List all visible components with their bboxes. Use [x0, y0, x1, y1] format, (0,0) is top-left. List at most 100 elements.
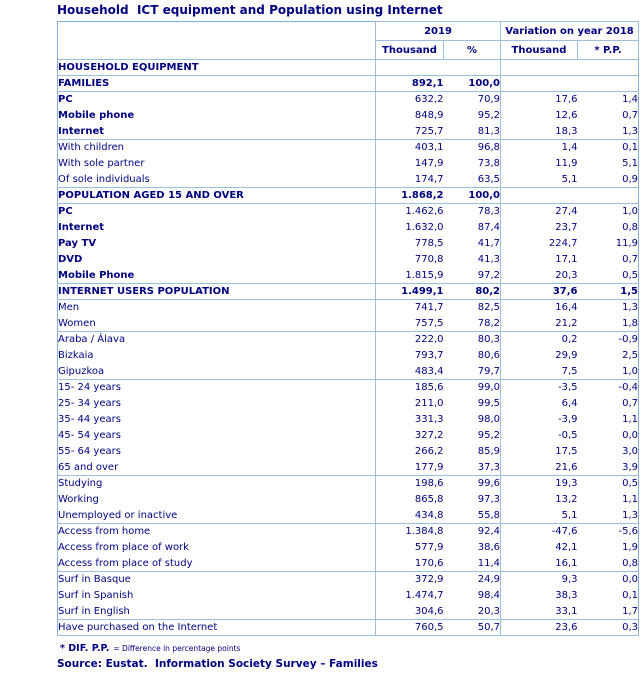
- value-variation-pp: 1,3: [577, 123, 639, 140]
- value-2019-thousand: 211,0: [414, 398, 444, 409]
- value-variation-thousand: 5,1: [500, 507, 578, 524]
- value-2019-percent: 98,0: [443, 411, 501, 428]
- value-variation-thousand: 5,1: [500, 171, 578, 188]
- table-row: Have purchased on the Internet 760,5 50,7 2…: [57, 619, 639, 636]
- value-variation-pp: 1,3: [577, 507, 639, 524]
- table-row: Bizkaia 793,7 80,6 29,9 2,5: [57, 347, 639, 364]
- table-row: Of sole individuals 174,7 63,5 5,1 0,9: [57, 171, 639, 188]
- table-row: With children 403,1 96,8 1,4 0,1: [57, 139, 639, 156]
- value-variation-thousand: 17,6: [555, 94, 578, 106]
- table-row: Gipuzkoa 483,4 79,7 7,5 1,0: [57, 363, 639, 380]
- col-header-thousand-2019: Thousand: [375, 40, 444, 60]
- value-2019-thousand: 174,7: [375, 171, 444, 188]
- value-variation-pp: 1,5: [577, 283, 639, 300]
- row-label: INTERNET USERS POPULATION: [57, 283, 376, 300]
- value-2019-thousand: 793,7: [414, 350, 444, 361]
- value-2019-thousand: 403,1: [414, 142, 444, 154]
- row-label: Studying: [57, 475, 376, 492]
- row-label: 25- 34 years: [57, 395, 376, 412]
- row-label: With children: [57, 139, 376, 156]
- value-variation-pp: -5,6: [618, 526, 638, 538]
- table-row: Access from place of study 170,6 11,4 16,1 0…: [57, 555, 639, 572]
- row-label: Working: [57, 491, 376, 508]
- row-label: Have purchased on the Internet: [57, 619, 376, 636]
- footnote: * DIF. P.P. = Difference in percentage po…: [60, 643, 240, 654]
- value-2019-thousand: 1.632,0: [405, 222, 444, 233]
- row-label: 35- 44 years: [57, 411, 376, 428]
- value-variation-thousand: 19,3: [555, 478, 578, 490]
- value-variation-thousand: 16,1: [500, 555, 578, 572]
- value-2019-percent: 63,5: [443, 171, 501, 188]
- value-2019-thousand: 483,4: [375, 363, 444, 380]
- row-label: Pay TV: [57, 235, 376, 252]
- table-row: FAMILIES 892,1 100,0: [57, 75, 639, 92]
- value-2019-percent: 37,3: [443, 459, 501, 476]
- value-variation-thousand: -0,5: [557, 430, 578, 441]
- table-row: 15- 24 years 185,6 99,0 -3,5 -0,4: [57, 379, 639, 396]
- value-2019-thousand: 1.868,2: [375, 187, 444, 204]
- row-label: Surf in Basque: [57, 571, 376, 588]
- table-row: PC 1.462,6 78,3 27,4 1,0: [57, 203, 639, 220]
- value-2019-thousand: 1.384,8: [405, 526, 444, 538]
- value-2019-percent: 97,2: [443, 267, 501, 284]
- value-variation-thousand: 7,5: [500, 363, 578, 380]
- table-row: 55- 64 years 266,2 85,9 17,5 3,0: [57, 443, 639, 460]
- table-row: Pay TV 778,5 41,7 224,7 11,9: [57, 235, 639, 252]
- row-label: PC: [57, 203, 376, 220]
- value-2019-thousand: 198,6: [414, 478, 444, 490]
- row-label: 15- 24 years: [57, 379, 376, 396]
- value-variation-pp: 1,0: [622, 206, 638, 218]
- table-row: Unemployed or inactive 434,8 55,8 5,1 1,3: [57, 507, 639, 524]
- table-row: Access from place of work 577,9 38,6 42,1 1,…: [57, 539, 639, 556]
- value-2019-thousand: 632,2: [414, 94, 444, 106]
- table-row: 25- 34 years 211,0 99,5 6,4 0,7: [57, 395, 639, 412]
- value-2019-percent: 96,8: [443, 139, 501, 156]
- value-2019-thousand: 434,8: [375, 507, 444, 524]
- value-2019-thousand: 1.474,7: [405, 590, 444, 601]
- row-label: Access from place of study: [57, 555, 376, 572]
- value-2019-thousand: 147,9: [414, 158, 444, 169]
- value-2019-percent: 73,8: [443, 155, 501, 172]
- value-variation-pp: [577, 59, 639, 76]
- value-variation-thousand: [500, 75, 578, 92]
- row-label: Bizkaia: [57, 347, 376, 364]
- value-variation-thousand: 224,7: [548, 238, 578, 249]
- value-2019-thousand: 266,2: [414, 446, 444, 457]
- value-2019-thousand: 757,5: [375, 315, 444, 332]
- table-row: 65 and over 177,9 37,3 21,6 3,9: [57, 459, 639, 476]
- value-variation-thousand: 29,9: [555, 350, 578, 361]
- value-2019-percent: 99,5: [443, 395, 501, 412]
- table-row: With sole partner 147,9 73,8 11,9 5,1: [57, 155, 639, 172]
- row-label: 65 and over: [57, 459, 376, 476]
- table-row: Surf in Basque 372,9 24,9 9,3 0,0: [57, 571, 639, 588]
- value-variation-pp: [577, 75, 639, 92]
- value-2019-percent: 41,7: [443, 235, 501, 252]
- value-variation-pp: 1,0: [577, 363, 639, 380]
- value-2019-thousand: 304,6: [375, 603, 444, 620]
- row-label: Women: [57, 315, 376, 332]
- ict-statistics-table: 2019 Variation on year 2018 Thousand % T…: [57, 21, 639, 636]
- value-2019-thousand: 741,7: [414, 302, 444, 314]
- value-2019-percent: 70,9: [443, 91, 501, 108]
- table-row: Working 865,8 97,3 13,2 1,1: [57, 491, 639, 508]
- value-variation-thousand: 38,3: [555, 590, 578, 601]
- row-label: Mobile Phone: [57, 267, 376, 284]
- value-variation-pp: 0,7: [622, 254, 638, 265]
- row-label: Unemployed or inactive: [57, 507, 376, 524]
- value-variation-pp: 0,5: [622, 478, 638, 490]
- value-2019-percent: 98,4: [443, 587, 501, 604]
- value-variation-pp: -0,9: [618, 334, 638, 346]
- value-2019-percent: 50,7: [443, 619, 501, 636]
- value-2019-thousand: 1.499,1: [375, 283, 444, 300]
- value-variation-thousand: 23,6: [500, 619, 578, 636]
- value-2019-percent: 80,6: [443, 347, 501, 364]
- table-row: INTERNET USERS POPULATION 1.499,1 80,2 37,6…: [57, 283, 639, 300]
- value-variation-thousand: -3,9: [557, 414, 578, 425]
- table-row: Mobile Phone 1.815,9 97,2 20,3 0,5: [57, 267, 639, 284]
- row-label: Mobile phone: [57, 107, 376, 124]
- table-row: Surf in English 304,6 20,3 33,1 1,7: [57, 603, 639, 620]
- value-variation-thousand: 1,4: [561, 142, 578, 154]
- footnote-marker: * DIF. P.P.: [60, 643, 110, 654]
- value-2019-thousand: 222,0: [414, 334, 444, 346]
- value-variation-pp: 0,0: [622, 574, 638, 586]
